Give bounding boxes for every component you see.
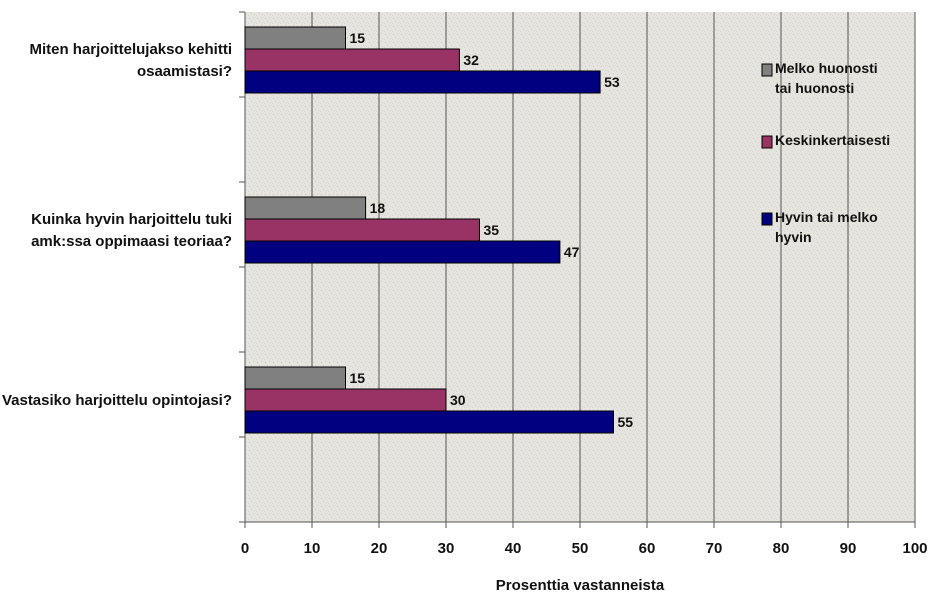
- bar-s2-c2: [244, 410, 614, 434]
- data-label-s0-c2: 15: [350, 370, 366, 386]
- data-label-s0-c1: 18: [370, 200, 386, 216]
- legend-swatch-2: [761, 212, 773, 226]
- legend-swatch-1: [761, 135, 773, 149]
- x-tick-label-6: 60: [639, 540, 656, 557]
- x-tick-label-2: 20: [371, 540, 388, 557]
- bar-s1-c0: [244, 48, 460, 72]
- data-label-s1-c0: 32: [463, 52, 479, 68]
- legend-label-0-line-0: Melko huonosti: [775, 60, 878, 76]
- x-tick-label-3: 30: [438, 540, 455, 557]
- legend-label-2-line-1: hyvin: [775, 229, 812, 245]
- category-label-1-line-1: amk:ssa oppimaasi teoriaa?: [31, 233, 232, 250]
- legend-label-0-line-1: tai huonosti: [775, 80, 854, 96]
- x-tick-label-4: 40: [505, 540, 522, 557]
- bar-s2-c0: [244, 70, 601, 94]
- x-tick-label-9: 90: [840, 540, 857, 557]
- legend-swatch-0: [761, 63, 773, 77]
- bar-s1-c1: [244, 218, 480, 242]
- x-tick-label-7: 70: [706, 540, 723, 557]
- data-label-s0-c0: 15: [350, 30, 366, 46]
- bar-s2-c1: [244, 240, 561, 264]
- x-tick-label-5: 50: [572, 540, 589, 557]
- x-tick-label-8: 80: [773, 540, 790, 557]
- bar-s0-c2: [244, 366, 346, 390]
- x-tick-label-0: 0: [241, 540, 249, 557]
- data-label-s2-c2: 55: [618, 414, 634, 430]
- legend-label-2-line-0: Hyvin tai melko: [775, 209, 878, 225]
- data-label-s1-c2: 30: [450, 392, 466, 408]
- category-label-0-line-0: Miten harjoittelujakso kehitti: [29, 41, 232, 58]
- x-tick-label-10: 100: [902, 540, 927, 557]
- bar-s0-c0: [244, 26, 346, 50]
- data-label-s2-c0: 53: [604, 74, 620, 90]
- category-label-1-line-0: Kuinka hyvin harjoittelu tuki: [31, 211, 232, 228]
- category-label-0-line-1: osaamistasi?: [137, 63, 232, 80]
- plot-area: [239, 11, 916, 528]
- legend-label-1-line-0: Keskinkertaisesti: [775, 132, 890, 148]
- data-label-s1-c1: 35: [484, 222, 500, 238]
- x-tick-label-1: 10: [304, 540, 321, 557]
- bar-s0-c1: [244, 196, 367, 220]
- data-label-s2-c1: 47: [564, 244, 580, 260]
- chart-labels: 0 10 20 30 40 50 60 70 80 90 100 15 32 53 Miten harjoi…: [2, 30, 928, 594]
- bar-s1-c2: [244, 388, 447, 412]
- x-axis-title: Prosenttia vastanneista: [496, 577, 665, 594]
- category-label-2-line-0: Vastasiko harjoittelu opintojasi?: [2, 392, 232, 409]
